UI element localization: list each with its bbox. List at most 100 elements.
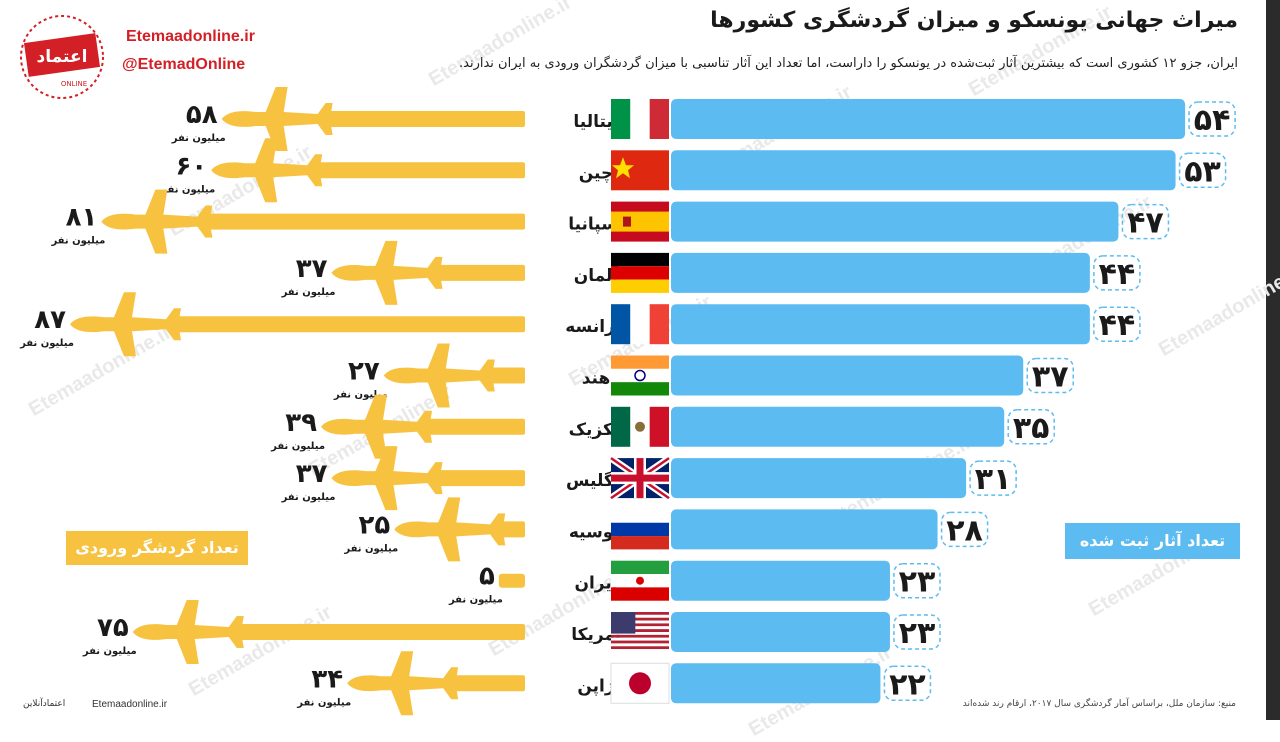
sites-bar bbox=[671, 663, 881, 704]
sites-bar bbox=[671, 509, 938, 550]
chart-canvas: ۵۸ میلیون نفر ایتالیا ۵۴ ۶۰ میلیون نفر چین ۵۳ ۸۱… bbox=[19, 87, 1236, 716]
tourist-unit-label: میلیون نفر bbox=[82, 646, 137, 657]
tourist-value-label: ۸۱ bbox=[66, 203, 98, 233]
country-row: ۳۴ میلیون نفر ژاپن ۲۲ bbox=[296, 651, 932, 716]
sites-bar bbox=[671, 406, 1005, 447]
country-row: ۲۷ میلیون نفر هند ۳۷ bbox=[333, 343, 1074, 408]
flag-france bbox=[611, 304, 669, 345]
flag-spain bbox=[611, 201, 669, 242]
sites-bar bbox=[671, 612, 890, 652]
tourist-plane-mark bbox=[321, 394, 525, 459]
sites-value-label: ۴۴ bbox=[1099, 308, 1136, 343]
tourist-value-label: ۳۷ bbox=[296, 459, 328, 489]
source-note: منبع: سازمان ملل، براساس آمار گردشگری سا… bbox=[962, 699, 1236, 709]
tourist-value-label: ۸۷ bbox=[34, 305, 66, 335]
brand-site[interactable]: Etemaadonline.ir bbox=[126, 28, 255, 45]
tourist-unit-label: میلیون نفر bbox=[296, 697, 351, 708]
country-row: ۲۵ میلیون نفر روسیه ۲۸ bbox=[343, 497, 989, 562]
sites-value-frame bbox=[1121, 203, 1170, 240]
tourist-plane-mark bbox=[331, 446, 525, 511]
flag-china bbox=[611, 150, 669, 191]
country-label: اسپانیا bbox=[568, 215, 624, 235]
tourist-plane-mark bbox=[69, 292, 526, 357]
sites-value-label: ۲۳ bbox=[899, 616, 936, 651]
sites-value-frame bbox=[883, 665, 932, 702]
flag-germany bbox=[611, 252, 669, 293]
country-row: ۵ میلیون نفر ایران ۲۳ bbox=[448, 560, 941, 606]
legend-sites: تعداد آثار ثبت شده bbox=[1065, 523, 1240, 559]
tourist-plane-mark bbox=[394, 497, 525, 562]
tourist-unit-label: میلیون نفر bbox=[281, 287, 336, 298]
tourist-value-label: ۵۸ bbox=[186, 100, 218, 130]
tourist-value-label: ۳۹ bbox=[285, 408, 317, 438]
tourist-unit-label: میلیون نفر bbox=[270, 441, 325, 452]
sites-value-label: ۵۳ bbox=[1184, 154, 1221, 189]
flag-japan bbox=[610, 662, 670, 704]
sites-value-frame bbox=[1007, 409, 1055, 445]
sites-bar bbox=[671, 150, 1176, 191]
footer-name: اعتمادآنلاین bbox=[23, 699, 66, 709]
tourist-value-label: ۶۰ bbox=[175, 151, 207, 181]
sites-value-frame bbox=[1026, 357, 1074, 394]
tourist-plane-mark bbox=[383, 343, 525, 408]
country-row: ۳۷ میلیون نفر آلمان ۴۴ bbox=[281, 240, 1141, 305]
country-row: ۳۹ میلیون نفر مکزیک ۳۵ bbox=[270, 394, 1055, 459]
sites-value-label: ۳۱ bbox=[975, 462, 1012, 497]
logo-subtext: ONLINE bbox=[61, 80, 87, 88]
flag-mexico bbox=[611, 406, 669, 447]
tourist-plane-mark bbox=[132, 600, 525, 664]
sites-value-label: ۲۳ bbox=[899, 565, 936, 600]
sites-value-label: ۴۷ bbox=[1127, 206, 1164, 241]
country-row: ۸۱ میلیون نفر اسپانیا ۴۷ bbox=[50, 189, 1170, 254]
country-row: ۶۰ میلیون نفر چین ۵۳ bbox=[160, 138, 1227, 203]
tourist-unit-label: میلیون نفر bbox=[171, 133, 226, 144]
tourist-value-label: ۳۷ bbox=[296, 254, 328, 284]
country-label: ژاپن bbox=[577, 676, 614, 696]
sites-value-frame bbox=[940, 511, 989, 548]
sites-value-label: ۲۸ bbox=[946, 513, 983, 548]
flag-italy bbox=[611, 99, 669, 139]
flag-india bbox=[611, 355, 669, 396]
tourist-value-label: ۲۵ bbox=[359, 510, 391, 540]
legend-tourists: تعداد گردشگر ورودی bbox=[66, 531, 248, 565]
sites-bar bbox=[671, 252, 1090, 293]
sites-bar bbox=[671, 560, 890, 601]
sites-value-frame bbox=[1188, 101, 1236, 137]
tourist-value-label: ۷۵ bbox=[97, 613, 129, 643]
tourist-unit-label: میلیون نفر bbox=[343, 543, 398, 554]
sites-value-label: ۳۵ bbox=[1013, 411, 1050, 446]
tourist-value-label: ۳۴ bbox=[311, 664, 343, 694]
tourist-plane-mark bbox=[347, 651, 525, 716]
tourist-value-label: ۵ bbox=[479, 562, 495, 592]
tourist-value-label: ۲۷ bbox=[348, 357, 380, 387]
tourist-plane-mark bbox=[331, 240, 525, 305]
page-title: میراث جهانی یونسکو و میزان گردشگری کشوره… bbox=[710, 8, 1238, 33]
tourist-unit-label: میلیون نفر bbox=[50, 236, 105, 247]
sites-value-frame bbox=[969, 460, 1017, 496]
tourist-plane-mark bbox=[211, 138, 525, 203]
country-label: ایران bbox=[574, 574, 617, 594]
country-label: آلمان bbox=[574, 264, 620, 286]
flag-iran bbox=[611, 560, 669, 601]
sites-value-frame bbox=[893, 562, 941, 599]
etemad-logo: اعتماد ONLINE bbox=[20, 15, 104, 99]
tourist-unit-label: میلیون نفر bbox=[160, 184, 215, 195]
tourist-plane-mark bbox=[498, 573, 525, 588]
sites-value-frame bbox=[1178, 152, 1227, 189]
sites-value-frame bbox=[893, 614, 941, 650]
country-label: هند bbox=[582, 369, 611, 389]
country-label: روسیه bbox=[569, 522, 623, 542]
brand-handle[interactable]: @EtemadOnline bbox=[122, 56, 246, 73]
sites-value-label: ۳۷ bbox=[1032, 360, 1069, 395]
page-subtitle: ایران، جزو ۱۲ کشوری است که بیشترین آثار … bbox=[459, 56, 1238, 71]
right-edge-strip bbox=[1266, 0, 1280, 720]
tourist-plane-mark bbox=[221, 87, 525, 151]
tourist-plane-mark bbox=[101, 189, 525, 254]
flag-uk bbox=[609, 455, 671, 501]
footer-site[interactable]: Etemaadonline.ir bbox=[92, 699, 168, 710]
country-row: ۷۵ میلیون نفر آمریکا ۲۳ bbox=[82, 600, 941, 664]
sites-value-frame bbox=[1093, 306, 1141, 342]
country-label: آمریکا bbox=[571, 623, 622, 645]
sites-value-label: ۲۲ bbox=[889, 667, 926, 702]
